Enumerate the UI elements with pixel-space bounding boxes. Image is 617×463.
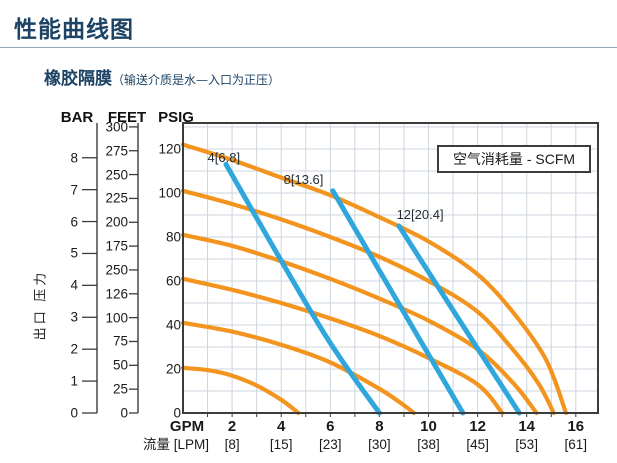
bar-tick-label: 4 (70, 277, 78, 293)
lpm-tick-label: [53] (515, 437, 538, 452)
psig-tick-label: 100 (158, 185, 181, 201)
bar-tick-label: 2 (70, 341, 78, 357)
bar-tick-label: 3 (70, 309, 78, 325)
psig-tick-label: 0 (173, 405, 181, 421)
feet-tick-label: 250 (105, 262, 128, 278)
lpm-tick-label: [30] (368, 437, 391, 452)
page-title: 性能曲线图 (14, 16, 134, 43)
curve-80-psig-air (180, 232, 539, 416)
feet-tick-label: 100 (105, 309, 128, 325)
bar-tick-label: 8 (70, 149, 78, 165)
chart-subtitle: 橡胶隔膜（输送介质是水—入口为正压） (44, 64, 280, 89)
air-line-label-scfm-4: 4[6.8] (207, 150, 241, 166)
feet-tick-label: 126 (105, 286, 128, 302)
bar-tick-label: 6 (70, 213, 78, 229)
lpm-tick-label: [61] (564, 437, 588, 452)
curve-100-psig-air (180, 188, 556, 416)
axis-header-psig: PSIG (158, 109, 194, 126)
air-line-scfm-4 (223, 161, 382, 416)
feet-tick-label: 250 (105, 166, 128, 182)
curve-40-psig-air (180, 320, 416, 416)
lpm-tick-label: [15] (269, 437, 293, 452)
air-line-label-scfm-12: 12[20.4] (396, 207, 444, 223)
bar-tick-label: 7 (70, 181, 78, 197)
lpm-tick-label: [23] (319, 437, 342, 452)
lpm-tick-label: [45] (466, 437, 489, 452)
psig-tick-label: 60 (165, 273, 181, 289)
axis-header-feet: FEET (107, 109, 147, 126)
curve-60-psig-air (180, 276, 505, 416)
bar-tick-label: 0 (70, 405, 78, 421)
gpm-tick-label: 16 (567, 418, 585, 435)
gpm-tick-label: 12 (469, 418, 486, 435)
bar-tick-label: 5 (70, 245, 78, 261)
feet-tick-label: 300 (105, 119, 128, 135)
curve-20-psig-air (180, 365, 301, 416)
x-axis-unit-lpm: 流量 [LPM] (142, 437, 209, 452)
air-line-scfm-12 (396, 223, 522, 416)
gpm-tick-label: 14 (518, 418, 536, 435)
psig-tick-label: 20 (165, 361, 181, 377)
x-axis-unit-gpm: GPM (169, 418, 205, 435)
feet-tick-label: 75 (112, 333, 128, 349)
feet-tick-label: 0 (120, 405, 128, 421)
feet-tick-label: 25 (112, 381, 128, 397)
gpm-tick-label: 8 (375, 418, 384, 435)
gpm-tick-label: 6 (326, 418, 335, 435)
axis-header-bar: BAR (60, 109, 94, 126)
feet-tick-label: 200 (105, 214, 128, 230)
psig-tick-label: 80 (165, 229, 181, 245)
legend-label: 空气消耗量 - SCFM (452, 151, 576, 167)
air-line-label-scfm-8: 8[13.6] (283, 172, 324, 188)
gpm-tick-label: 2 (227, 418, 237, 435)
lpm-tick-label: [38] (417, 437, 440, 452)
plot-border (182, 122, 599, 414)
psig-tick-label: 40 (165, 317, 181, 333)
gpm-tick-label: 10 (420, 418, 437, 435)
diaphragm-type-label: 橡胶隔膜 (44, 69, 112, 89)
bar-tick-label: 1 (70, 373, 78, 389)
curve-120-psig-air (180, 142, 569, 416)
lpm-tick-label: [8] (224, 437, 240, 452)
air-line-scfm-8 (330, 188, 466, 416)
title-underline (0, 47, 617, 48)
gpm-tick-label: 4 (277, 418, 286, 435)
psig-tick-label: 120 (158, 141, 181, 157)
feet-tick-label: 175 (105, 238, 128, 254)
feet-tick-label: 275 (105, 142, 128, 158)
feet-tick-label: 50 (112, 357, 128, 373)
medium-note-label: （输送介质是水—入口为正压） (112, 73, 281, 87)
feet-tick-label: 225 (105, 190, 128, 206)
legend-box: 空气消耗量 - SCFM (437, 145, 591, 173)
